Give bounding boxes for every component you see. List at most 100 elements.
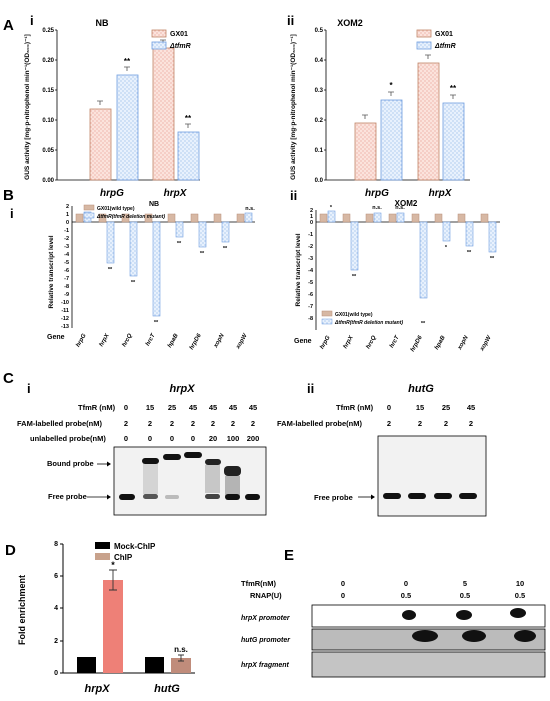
band-free xyxy=(383,493,401,499)
gene: hrpG xyxy=(75,333,88,349)
legend-bi-mut: ΔtfmR(tfmR deletion mutant) xyxy=(96,214,165,220)
bar-aii-hrpx-tfmr xyxy=(442,102,465,181)
band-bound xyxy=(205,459,221,465)
xlabel-d-hrpx: hrpX xyxy=(84,683,110,695)
band-free xyxy=(165,495,179,499)
gene: hrpG xyxy=(319,335,332,351)
gene: hrcQ xyxy=(366,335,378,350)
blot-e-hrpx-promoter xyxy=(311,604,546,628)
bar-bi-wt xyxy=(98,213,107,223)
blot-band xyxy=(456,610,472,620)
sig: * xyxy=(445,245,448,251)
legend-bii-wt: GX01(wild type) xyxy=(335,312,373,318)
blot-e-hrpx-fragment xyxy=(311,651,546,678)
ytick: 1 xyxy=(310,214,313,220)
bar-bi-wt xyxy=(236,213,245,223)
lane-value: 2 xyxy=(444,419,448,428)
blot-label: hrpX promoter xyxy=(241,615,291,622)
bar-bi-mut-hrpd6 xyxy=(198,221,207,248)
blot-band xyxy=(514,630,536,642)
bar-bi-wt xyxy=(213,213,222,223)
ytick: -7 xyxy=(64,276,69,282)
ytick: -1 xyxy=(308,232,313,238)
panel-ai-ylabel: GUS activity [mg·p-nitrophenol min⁻¹(OD₆… xyxy=(24,34,31,180)
band-free xyxy=(459,493,477,499)
xlabel-ai-hrpg: hrpG xyxy=(100,188,124,199)
ytick: 0 xyxy=(310,220,313,226)
sig: ** xyxy=(223,246,228,252)
sig: ** xyxy=(177,241,182,247)
panel-e-rowlabels: TfmR(nM) RNAP(U) xyxy=(241,579,282,600)
panel-bii-ylabel: Relative transcript level xyxy=(295,233,302,306)
panel-d-yticks: 0 2 4 6 8 xyxy=(54,541,58,677)
band-free xyxy=(245,494,260,500)
panel-bii-legend: GX01(wild type) ΔtfmR(tfmR deletion muta… xyxy=(321,310,403,326)
panel-d-ylabel: Fold enrichment xyxy=(17,575,27,645)
panel-letter-c: C xyxy=(3,370,14,387)
ytick: 2 xyxy=(66,204,69,210)
panel-bi-ylabel: Relative transcript level xyxy=(48,235,55,308)
ytick: 0.3 xyxy=(315,88,324,94)
free-probe-label-cii: Free probe xyxy=(314,493,353,502)
ytick: 0.20 xyxy=(42,58,54,64)
legend-ai-tfmr: ΔtfmR xyxy=(169,43,191,50)
blot-band xyxy=(402,610,416,620)
lane-value: 2 xyxy=(170,419,174,428)
lane-value: 200 xyxy=(247,434,260,443)
legend-d-chip: ChIP xyxy=(114,553,133,562)
lane-value: 45 xyxy=(209,403,217,412)
ytick: -6 xyxy=(308,292,313,298)
lane-value: 2 xyxy=(124,419,128,428)
ytick: -3 xyxy=(308,256,313,262)
panel-bi-genes: hrpG hrpX hrcQ hrcT hpaB hrpD6 xopN xopW xyxy=(75,332,249,351)
band-bound xyxy=(224,466,241,476)
lane-value: 0 xyxy=(341,591,345,600)
lane-value: 15 xyxy=(416,403,424,412)
panel-e-values: 0 0 5 10 0 0.5 0.5 0.5 xyxy=(341,579,525,600)
ytick: -7 xyxy=(308,304,313,310)
bar-bii-wt xyxy=(411,213,420,223)
smear xyxy=(143,464,158,494)
band-free xyxy=(408,493,426,499)
panel-aii-title: XOM2 xyxy=(337,18,363,28)
legend-aii-gx01: GX01 xyxy=(435,31,453,38)
gel-ci xyxy=(113,446,267,516)
ytick: 6 xyxy=(54,573,58,580)
gene-label-bii: Gene xyxy=(294,338,312,345)
lane-value: 0 xyxy=(341,579,345,588)
bar-bii-wt xyxy=(388,213,397,223)
blot-label: hutG promoter xyxy=(241,637,291,644)
gene-label-bi: Gene xyxy=(47,334,65,341)
lane-value: 45 xyxy=(467,403,475,412)
gel-cii xyxy=(377,435,487,517)
lane-value: 2 xyxy=(231,419,235,428)
lane-value: 15 xyxy=(146,403,154,412)
lane-value: 25 xyxy=(168,403,176,412)
panel-cii-values: 0 15 25 45 2 2 2 2 xyxy=(387,403,475,428)
xlabel-aii-hrpx: hrpX xyxy=(429,188,453,199)
bar-aii-hrpx-gx01 xyxy=(417,62,440,181)
band-free xyxy=(119,494,135,500)
bar-bi-wt xyxy=(190,213,199,223)
blot-band xyxy=(462,630,486,642)
lane-value: 0.5 xyxy=(460,591,470,600)
xlabel-aii-hrpg: hrpG xyxy=(365,188,389,199)
ytick: -10 xyxy=(61,300,69,306)
ytick: -3 xyxy=(64,244,69,250)
ytick: -2 xyxy=(308,244,313,250)
panel-ci-title: hrpX xyxy=(169,383,195,395)
sig: n.s. xyxy=(372,205,382,211)
bar-bii-wt xyxy=(365,213,374,223)
ytick: 0.4 xyxy=(315,58,324,64)
ytick: 8 xyxy=(54,541,58,548)
bar-bii-mut-hrcq xyxy=(373,212,382,223)
row-label: TfmR(nM) xyxy=(241,579,276,588)
legend-bi-wt: GX01(wild type) xyxy=(97,206,135,212)
panel-bii-sig: * ** n.s. n.s. ** * ** ** xyxy=(330,205,495,327)
panel-bii-yticks: 2 1 0 -1 -2 -3 -4 -5 -6 -7 -8 xyxy=(308,208,314,322)
sig: ** xyxy=(200,251,205,257)
panel-ai-roman: i xyxy=(30,13,34,28)
sig: ** xyxy=(154,320,159,326)
ytick: 0.0 xyxy=(315,178,324,184)
lane-value: 0 xyxy=(191,434,195,443)
